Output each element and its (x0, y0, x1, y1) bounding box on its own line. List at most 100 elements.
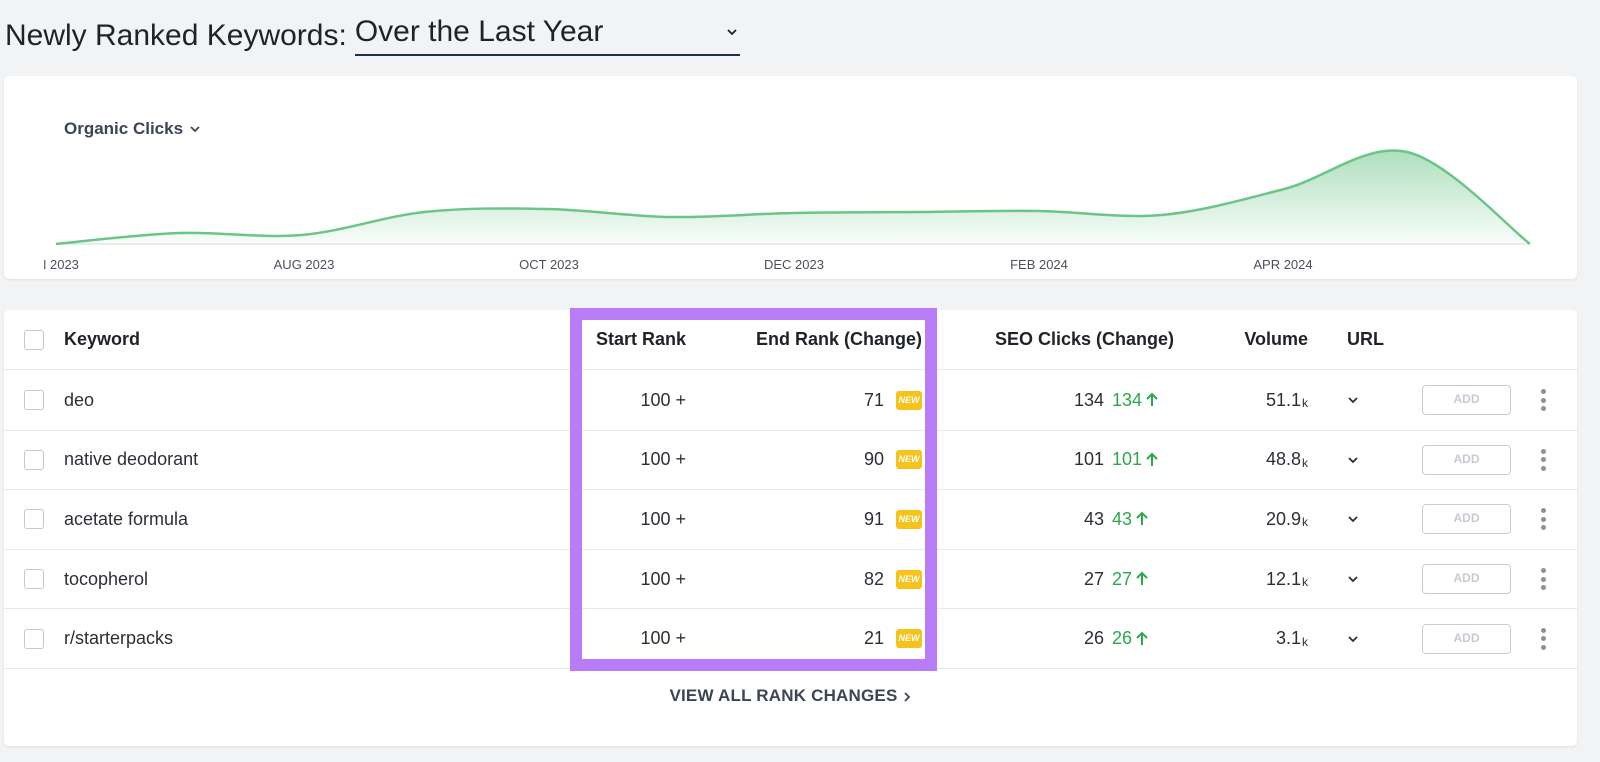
start-rank-cell: 100 + (640, 389, 686, 410)
add-cell: ADD (1422, 431, 1511, 490)
keyword-cell[interactable]: native deodorant (64, 449, 199, 470)
keyword-cell[interactable]: acetate formula (64, 508, 189, 529)
seo-clicks-change: 134 (1112, 371, 1159, 430)
more-options-icon[interactable] (1540, 568, 1546, 591)
seo-clicks-cell: 101 (1073, 449, 1104, 470)
add-cell: ADD (1422, 371, 1511, 430)
table-header-row: Keyword Start Rank End Rank (Change) SEO… (4, 310, 1577, 370)
column-header-start-rank[interactable]: Start Rank (595, 329, 686, 349)
url-dropdown[interactable] (1347, 371, 1359, 430)
chevron-down-icon (1348, 516, 1358, 523)
url-dropdown[interactable] (1347, 550, 1359, 609)
row-checkbox[interactable] (24, 390, 44, 411)
volume-cell: 51.1 k (1204, 371, 1308, 430)
add-button[interactable]: ADD (1422, 504, 1511, 535)
keyword-cell[interactable]: deo (64, 389, 95, 410)
end-rank-value: 21 (863, 628, 884, 649)
arrow-up-icon (1136, 631, 1148, 645)
url-dropdown[interactable] (1347, 609, 1359, 668)
column-header-keyword[interactable]: Keyword (64, 329, 141, 349)
metric-label: Organic Clicks (64, 119, 184, 138)
new-badge: NEW (896, 569, 922, 589)
volume-cell: 20.9 k (1204, 490, 1308, 549)
keyword-cell[interactable]: tocopherol (64, 568, 149, 589)
x-axis-tick-label: DEC 2023 (764, 257, 824, 272)
select-all-cell (24, 310, 44, 369)
organic-clicks-area (56, 150, 1530, 244)
arrow-up-icon (1146, 452, 1158, 466)
end-rank-value: 90 (863, 449, 884, 470)
seo-clicks-change-value: 101 (1112, 449, 1143, 470)
keyword-cell[interactable]: r/starterpacks (64, 628, 174, 649)
volume-value: 20.9 (1265, 508, 1301, 529)
row-checkbox[interactable] (24, 449, 44, 470)
chart-card: Organic Clicks JUN 2023 AUG 2023 OCT 2023 D… (4, 76, 1577, 279)
more-options-icon[interactable] (1540, 448, 1546, 471)
start-rank-cell: 100 + (640, 508, 686, 529)
view-all-rank-changes-link[interactable]: VIEW ALL RANK CHANGES (4, 686, 1577, 706)
column-header-url[interactable]: URL (1347, 329, 1384, 349)
organic-clicks-line (55, 149, 1531, 246)
end-rank-cell: 21 NEW (734, 609, 922, 668)
add-button[interactable]: ADD (1422, 623, 1511, 654)
seo-clicks-cell: 134 (1073, 389, 1104, 410)
seo-clicks-change-value: 27 (1112, 568, 1133, 589)
volume-value: 51.1 (1265, 389, 1301, 410)
more-options-cell (1540, 550, 1546, 609)
chevron-down-icon (1348, 397, 1358, 404)
chevron-down-icon (1348, 576, 1358, 583)
seo-clicks-change: 27 (1112, 550, 1149, 609)
x-axis-tick-label: AUG 2023 (274, 257, 335, 272)
seo-clicks-cell: 43 (1083, 508, 1104, 529)
row-checkbox[interactable] (24, 569, 44, 590)
time-range-dropdown[interactable]: Over the Last Year (354, 12, 740, 56)
organic-clicks-chart: JUN 2023 AUG 2023 OCT 2023 DEC 2023 FEB 2024… (21, 149, 1531, 272)
url-dropdown[interactable] (1347, 490, 1359, 549)
table-row: native deodorant 100 + 90 NEW 101 101 48… (4, 431, 1577, 491)
rank-changes-table: Keyword Start Rank End Rank (Change) SEO… (4, 310, 1577, 746)
row-checkbox[interactable] (24, 509, 44, 530)
arrow-up-icon (1136, 571, 1148, 586)
new-badge: NEW (896, 390, 922, 410)
x-axis-tick-label: OCT 2023 (519, 257, 579, 272)
column-header-end-rank[interactable]: End Rank (Change) (755, 329, 922, 349)
chevron-down-icon (727, 29, 737, 36)
column-header-volume[interactable]: Volume (1244, 329, 1308, 349)
volume-unit: k (1302, 575, 1308, 590)
volume-unit: k (1302, 634, 1308, 649)
metric-dropdown[interactable]: Organic Clicks (64, 119, 201, 139)
end-rank-value: 91 (863, 508, 884, 529)
add-button[interactable]: ADD (1422, 564, 1511, 595)
row-checkbox[interactable] (24, 628, 44, 649)
chevron-right-icon (903, 691, 910, 702)
seo-clicks-change: 43 (1112, 490, 1149, 549)
add-button[interactable]: ADD (1422, 385, 1511, 416)
x-axis-tick-label: FEB 2024 (1010, 257, 1068, 272)
x-axis-tick-label: APR 2024 (1253, 257, 1312, 272)
seo-clicks-change: 101 (1112, 431, 1159, 490)
volume-unit: k (1302, 455, 1308, 470)
more-options-cell (1540, 490, 1546, 549)
url-dropdown[interactable] (1347, 431, 1359, 490)
select-all-checkbox[interactable] (24, 329, 44, 350)
start-rank-cell: 100 + (640, 568, 686, 589)
add-button[interactable]: ADD (1422, 444, 1511, 475)
more-options-cell (1540, 431, 1546, 490)
seo-clicks-change-value: 43 (1112, 508, 1133, 529)
more-options-icon[interactable] (1540, 389, 1546, 412)
more-options-icon[interactable] (1540, 508, 1546, 531)
end-rank-cell: 82 NEW (734, 550, 922, 609)
volume-value: 48.8 (1265, 449, 1301, 470)
arrow-up-icon (1146, 392, 1158, 407)
row-checkbox-cell (24, 490, 44, 549)
table-row: tocopherol 100 + 82 NEW 27 27 12.1 k ADD (4, 550, 1577, 610)
new-badge: NEW (896, 629, 922, 649)
seo-clicks-change-value: 134 (1112, 389, 1143, 410)
column-header-seo-clicks[interactable]: SEO Clicks (Change) (994, 329, 1174, 349)
start-rank-cell: 100 + (640, 628, 686, 649)
x-axis-tick-label: JUN 2023 (21, 257, 79, 272)
new-badge: NEW (896, 509, 922, 529)
seo-clicks-cell: 27 (1083, 568, 1104, 589)
volume-cell: 3.1 k (1204, 609, 1308, 668)
more-options-icon[interactable] (1540, 627, 1546, 650)
